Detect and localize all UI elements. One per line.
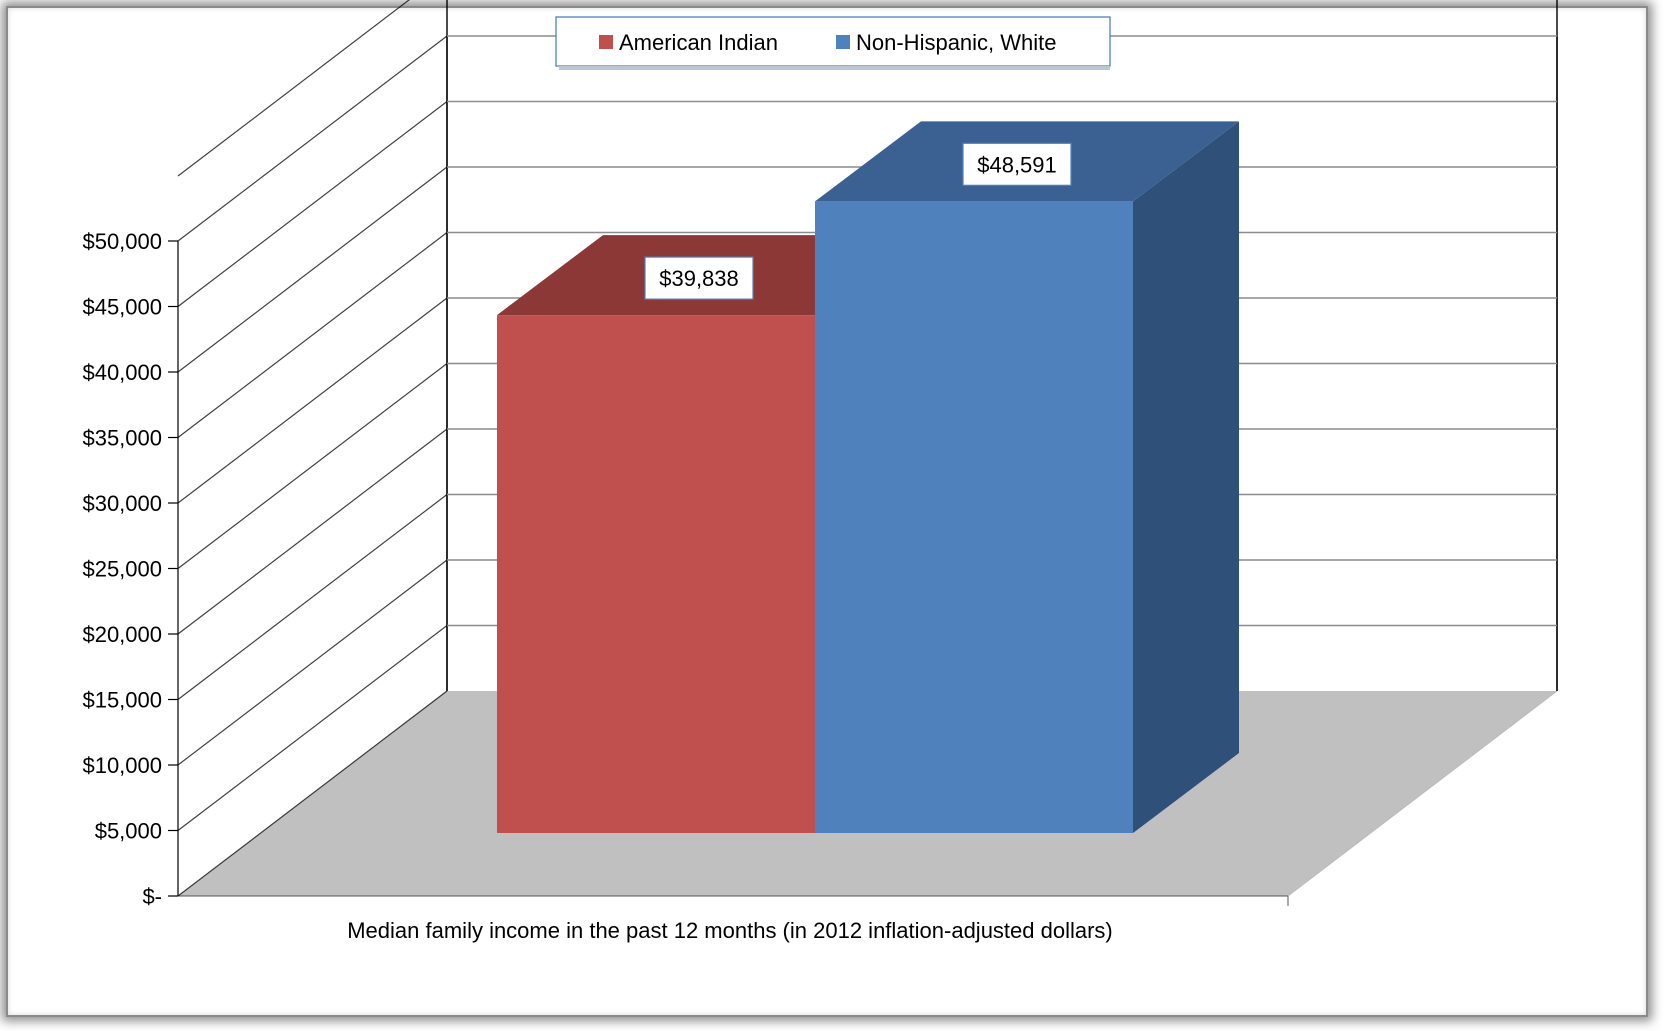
side-gridline bbox=[177, 625, 448, 831]
side-gridline bbox=[177, 0, 410, 177]
bars bbox=[497, 121, 1239, 834]
side-gridline bbox=[177, 690, 448, 897]
data-label-american-indian: $39,838 bbox=[644, 256, 754, 300]
data-label-text: $39,838 bbox=[659, 266, 739, 291]
side-gridline bbox=[177, 101, 448, 307]
y-tick-label: $40,000 bbox=[82, 360, 162, 385]
data-labels: $39,838 $48,591 bbox=[644, 142, 1072, 300]
bar-front bbox=[497, 315, 815, 834]
side-gridline bbox=[177, 166, 448, 373]
y-tick-label: $35,000 bbox=[82, 426, 162, 451]
side-gridline bbox=[177, 297, 448, 504]
legend-swatch-non-hispanic-white bbox=[836, 35, 850, 49]
legend-swatch-american-indian bbox=[599, 35, 613, 49]
data-label-non-hispanic-white: $48,591 bbox=[962, 142, 1072, 186]
y-tick-label: $20,000 bbox=[82, 622, 162, 647]
data-label-box bbox=[962, 142, 1072, 186]
side-gridline bbox=[177, 232, 448, 438]
data-label-text: $48,591 bbox=[977, 152, 1057, 177]
y-tick-label: $5,000 bbox=[95, 819, 162, 844]
y-tick-label: $15,000 bbox=[82, 688, 162, 713]
side-gridline bbox=[177, 363, 448, 569]
bar-front bbox=[815, 201, 1133, 833]
y-tick-label: $10,000 bbox=[82, 753, 162, 778]
x-category-label: Median family income in the past 12 mont… bbox=[347, 918, 1113, 943]
y-tick-label: $- bbox=[142, 884, 162, 909]
y-tick-label: $45,000 bbox=[82, 295, 162, 320]
legend: American Indian Non-Hispanic, White bbox=[555, 16, 1111, 70]
y-axis-ticks: $- $5,000 $10,000 $15,000 $20,000 $25,000 $30,… bbox=[82, 229, 178, 909]
y-tick-label: $30,000 bbox=[82, 491, 162, 516]
legend-label-american-indian: American Indian bbox=[619, 30, 778, 55]
side-gridline bbox=[177, 559, 448, 766]
side-gridline bbox=[177, 35, 448, 242]
bar-side bbox=[1133, 121, 1239, 833]
side-gridline bbox=[177, 494, 448, 700]
legend-box bbox=[555, 16, 1111, 67]
side-gridline bbox=[177, 428, 448, 635]
bar-non-hispanic-white bbox=[815, 121, 1239, 833]
legend-label-non-hispanic-white: Non-Hispanic, White bbox=[856, 30, 1057, 55]
data-label-box bbox=[644, 256, 754, 300]
y-tick-label: $50,000 bbox=[82, 229, 162, 254]
y-tick-label: $25,000 bbox=[82, 557, 162, 582]
floor-right-edge bbox=[1287, 690, 1558, 897]
legend-shadow bbox=[559, 66, 1110, 70]
